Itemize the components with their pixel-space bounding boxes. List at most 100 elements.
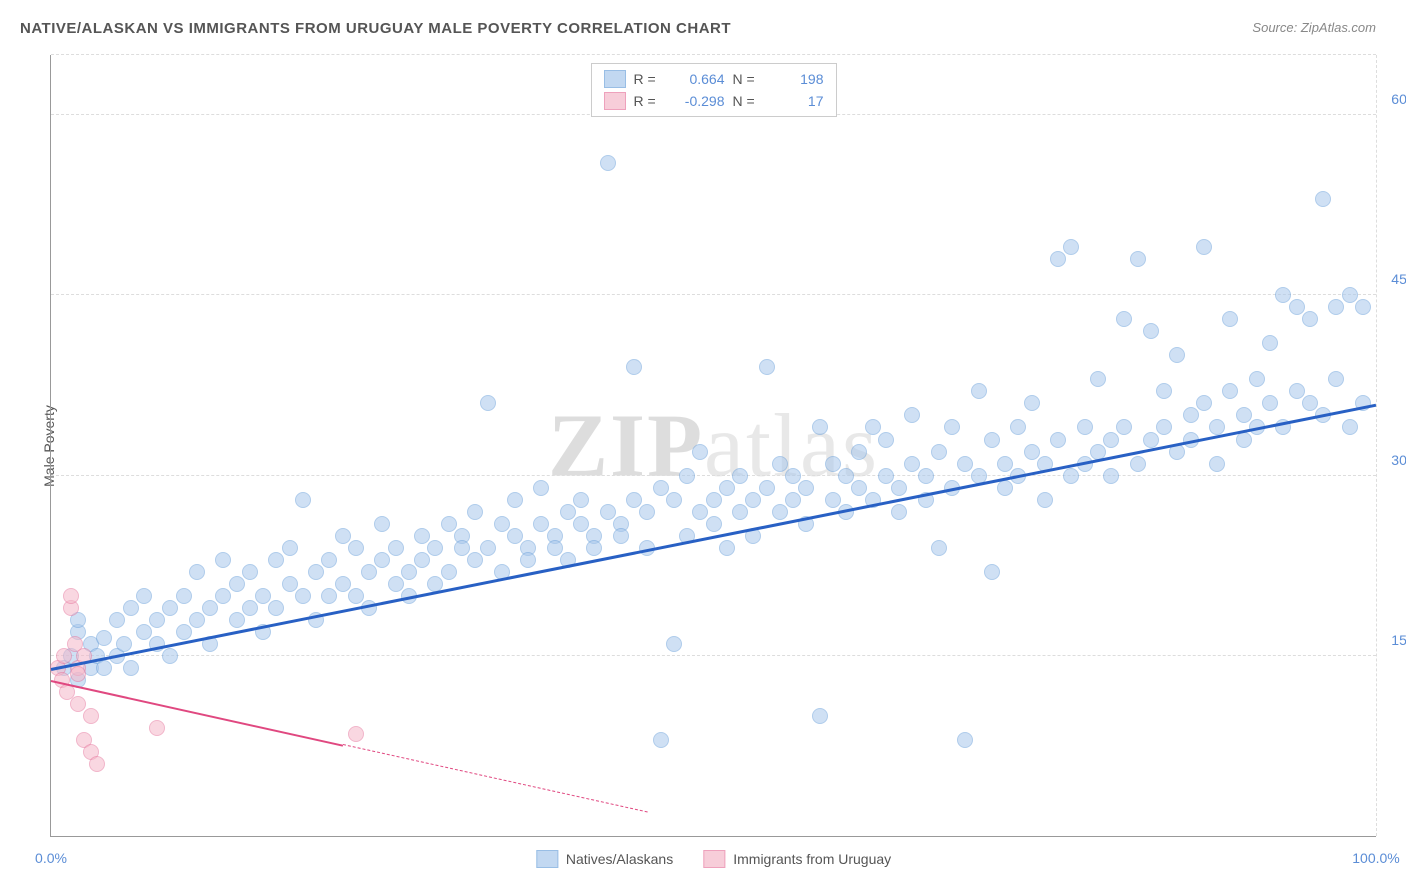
scatter-point	[414, 528, 430, 544]
scatter-point	[1024, 395, 1040, 411]
scatter-point	[321, 552, 337, 568]
scatter-point	[878, 468, 894, 484]
scatter-point	[1315, 191, 1331, 207]
scatter-point	[1010, 419, 1026, 435]
grid-line-horizontal	[51, 294, 1376, 295]
scatter-point	[1342, 287, 1358, 303]
scatter-point	[719, 480, 735, 496]
scatter-point	[202, 600, 218, 616]
scatter-point	[1262, 395, 1278, 411]
scatter-point	[295, 492, 311, 508]
scatter-point	[666, 636, 682, 652]
source-label: Source:	[1252, 20, 1297, 35]
scatter-point	[136, 588, 152, 604]
scatter-point	[1130, 456, 1146, 472]
legend-swatch	[536, 850, 558, 868]
scatter-point	[520, 552, 536, 568]
scatter-point	[282, 540, 298, 556]
scatter-point	[1063, 239, 1079, 255]
scatter-point	[904, 407, 920, 423]
scatter-point	[666, 492, 682, 508]
scatter-point	[653, 480, 669, 496]
scatter-point	[1222, 383, 1238, 399]
scatter-point	[467, 504, 483, 520]
scatter-point	[282, 576, 298, 592]
scatter-point	[825, 492, 841, 508]
x-tick-label: 100.0%	[1352, 850, 1399, 866]
scatter-point	[785, 468, 801, 484]
scatter-point	[1143, 323, 1159, 339]
scatter-point	[573, 492, 589, 508]
scatter-point	[136, 624, 152, 640]
scatter-point	[321, 588, 337, 604]
scatter-point	[83, 708, 99, 724]
scatter-point	[374, 516, 390, 532]
scatter-point	[851, 444, 867, 460]
x-tick-label: 0.0%	[35, 850, 67, 866]
chart-title: NATIVE/ALASKAN VS IMMIGRANTS FROM URUGUA…	[20, 20, 731, 37]
scatter-point	[1156, 383, 1172, 399]
scatter-point	[706, 492, 722, 508]
scatter-point	[560, 504, 576, 520]
scatter-point	[1090, 371, 1106, 387]
scatter-point	[997, 456, 1013, 472]
legend-swatch	[703, 850, 725, 868]
grid-line-horizontal	[51, 475, 1376, 476]
scatter-point	[388, 540, 404, 556]
y-tick-label: 15.0%	[1391, 632, 1406, 648]
scatter-point	[1342, 419, 1358, 435]
scatter-point	[759, 359, 775, 375]
scatter-point	[441, 564, 457, 580]
scatter-point	[931, 540, 947, 556]
scatter-point	[904, 456, 920, 472]
scatter-point	[1156, 419, 1172, 435]
scatter-point	[1024, 444, 1040, 460]
scatter-point	[745, 492, 761, 508]
scatter-point	[441, 516, 457, 532]
scatter-point	[308, 564, 324, 580]
scatter-point	[242, 600, 258, 616]
scatter-point	[812, 708, 828, 724]
scatter-point	[547, 540, 563, 556]
scatter-point	[838, 468, 854, 484]
n-label: N =	[733, 71, 761, 87]
legend-swatch	[604, 70, 626, 88]
scatter-point	[1236, 432, 1252, 448]
scatter-point	[639, 504, 655, 520]
scatter-point	[931, 444, 947, 460]
legend-item: Immigrants from Uruguay	[703, 850, 891, 868]
grid-line-horizontal	[51, 655, 1376, 656]
scatter-point	[891, 480, 907, 496]
trend-line-dashed	[342, 744, 647, 813]
scatter-point	[1209, 456, 1225, 472]
grid-line-vertical	[1376, 55, 1377, 836]
scatter-point	[600, 155, 616, 171]
scatter-point	[348, 726, 364, 742]
scatter-point	[997, 480, 1013, 496]
scatter-point	[388, 576, 404, 592]
grid-line-horizontal	[51, 54, 1376, 55]
scatter-point	[533, 480, 549, 496]
scatter-point	[1355, 299, 1371, 315]
legend-label: Natives/Alaskans	[566, 851, 673, 867]
scatter-point	[586, 540, 602, 556]
scatter-point	[1103, 432, 1119, 448]
scatter-point	[189, 612, 205, 628]
scatter-point	[162, 648, 178, 664]
scatter-point	[123, 660, 139, 676]
watermark: ZIPatlas	[548, 394, 879, 497]
y-tick-label: 30.0%	[1391, 452, 1406, 468]
scatter-point	[123, 600, 139, 616]
scatter-point	[785, 492, 801, 508]
scatter-point	[70, 666, 86, 682]
scatter-point	[229, 576, 245, 592]
scatter-point	[798, 480, 814, 496]
scatter-point	[1103, 468, 1119, 484]
scatter-point	[626, 492, 642, 508]
correlation-legend: R =0.664N =198R =-0.298N =17	[591, 63, 837, 117]
scatter-point	[348, 540, 364, 556]
source-value: ZipAtlas.com	[1301, 20, 1376, 35]
scatter-point	[89, 756, 105, 772]
scatter-point	[1196, 239, 1212, 255]
scatter-point	[825, 456, 841, 472]
